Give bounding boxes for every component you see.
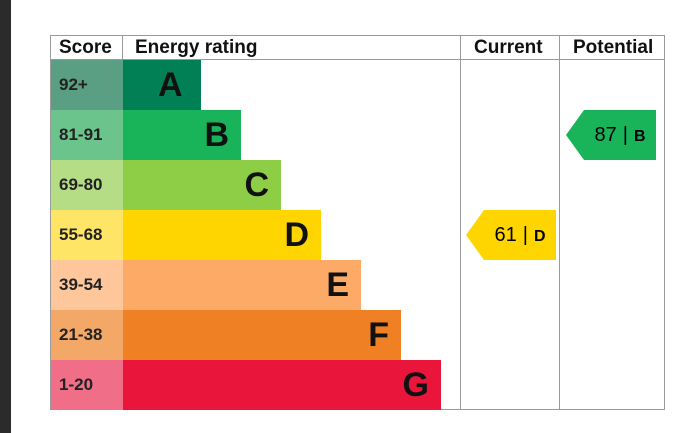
header-divider — [50, 59, 665, 60]
divider — [460, 35, 461, 410]
header-potential: Potential — [573, 37, 654, 58]
window-edge — [0, 0, 11, 433]
potential-rating-letter: B — [633, 128, 646, 145]
header-energy-rating: Energy rating — [135, 37, 258, 58]
header-current: Current — [474, 37, 543, 58]
rating-bar-d: D — [123, 210, 321, 260]
rating-bar-g: G — [123, 360, 441, 410]
current-rating-arrow: 61 | D — [466, 210, 556, 260]
rating-bar-c: C — [123, 160, 281, 210]
rating-bar-a: A — [123, 60, 201, 110]
current-value: 61 — [494, 224, 517, 246]
score-cell: 1-20 — [51, 360, 123, 410]
rating-bar-b: B — [123, 110, 241, 160]
potential-separator: | — [622, 124, 628, 146]
current-separator: | — [522, 224, 528, 246]
score-cell: 21-38 — [51, 310, 123, 360]
score-cell: 69-80 — [51, 160, 123, 210]
divider — [559, 35, 560, 410]
rating-bar-e: E — [123, 260, 361, 310]
score-cell: 92+ — [51, 60, 123, 110]
score-cell: 39-54 — [51, 260, 123, 310]
rating-bar-f: F — [123, 310, 401, 360]
header-score: Score — [59, 37, 112, 58]
potential-rating-arrow: 87 | B — [566, 110, 656, 160]
potential-value: 87 — [594, 124, 617, 146]
score-cell: 55-68 — [51, 210, 123, 260]
score-cell: 81-91 — [51, 110, 123, 160]
current-rating-letter: D — [533, 228, 546, 245]
